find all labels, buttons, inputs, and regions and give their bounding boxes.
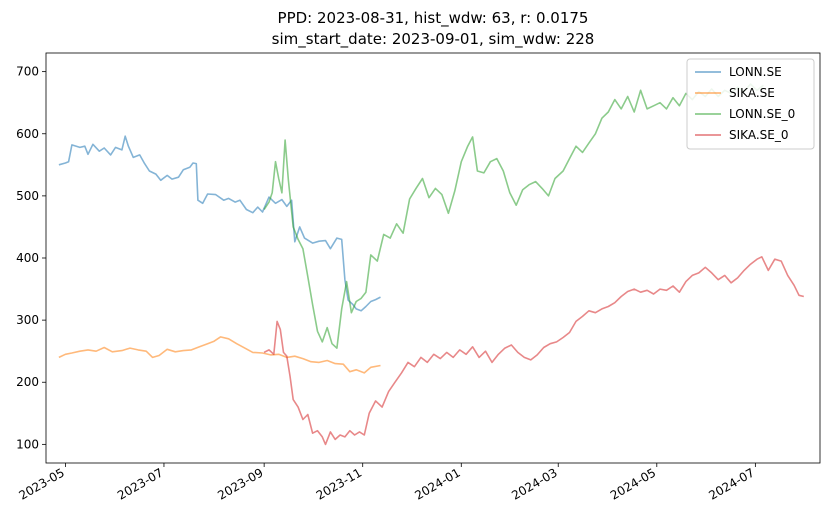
legend-label-sika-se-0: SIKA.SE_0 [729, 128, 788, 142]
axes-frame [45, 52, 821, 464]
y-tick-label: 100 [16, 437, 39, 451]
chart-subtitle: sim_start_date: 2023-09-01, sim_wdw: 228 [272, 30, 595, 49]
x-tick-label: 2024-01 [412, 465, 462, 502]
legend-label-lonn-se-0: LONN.SE_0 [729, 107, 795, 121]
x-tick-label: 2024-03 [509, 465, 559, 502]
series-line-sika-se-0 [263, 256, 804, 446]
x-tick-label: 2024-05 [608, 465, 658, 502]
y-tick-label: 500 [16, 189, 39, 203]
series-line-sika-se [58, 336, 381, 374]
x-tick-label: 2024-07 [706, 465, 756, 502]
y-tick-label: 700 [16, 65, 39, 79]
chart-title: PPD: 2023-08-31, hist_wdw: 63, r: 0.0175 [278, 9, 589, 28]
legend-box [686, 58, 815, 150]
x-tick-label: 2023-07 [115, 465, 165, 502]
x-tick-label: 2023-09 [215, 465, 265, 502]
y-tick-label: 400 [16, 251, 39, 265]
y-tick-label: 200 [16, 375, 39, 389]
y-axis: 100 200 300 400 500 600 700 [16, 65, 46, 451]
legend: LONN.SE SIKA.SE LONN.SE_0 SIKA.SE_0 [686, 58, 815, 150]
series-line-lonn-se-0 [263, 83, 764, 349]
plot-area [58, 83, 804, 446]
legend-label-lonn-se: LONN.SE [729, 65, 782, 79]
x-tick-label: 2023-11 [314, 465, 364, 502]
legend-label-sika-se: SIKA.SE [729, 86, 775, 100]
x-axis: 2023-05 2023-07 2023-09 2023-11 2024-01 2024-… [16, 463, 757, 503]
x-tick-label: 2023-05 [16, 465, 66, 502]
series-line-lonn-se [58, 135, 381, 312]
y-tick-label: 600 [16, 127, 39, 141]
y-tick-label: 300 [16, 313, 39, 327]
